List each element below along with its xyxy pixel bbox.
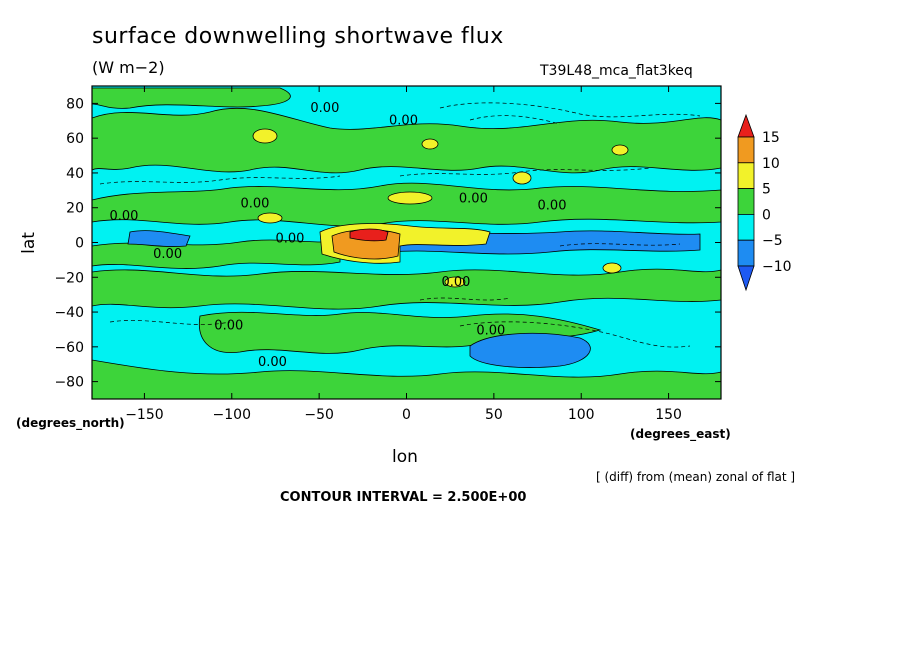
colorbar-label: 5	[762, 182, 771, 198]
region-equatorial-west	[92, 239, 341, 269]
x-tick-label: −50	[304, 407, 334, 423]
region-yellow-patch	[512, 171, 532, 185]
x-tick-label: 100	[568, 407, 595, 423]
colorbar-label: 15	[762, 130, 780, 146]
contour-label: 0.00	[214, 318, 243, 333]
contour-label: 0.00	[389, 113, 418, 128]
colorbar-arrow-bottom	[737, 265, 755, 292]
diff-note: [ (diff) from (mean) zonal of flat ]	[596, 470, 796, 484]
run-id-label: T39L48_mca_flat3keq	[540, 63, 693, 79]
x-tick-label: 0	[402, 407, 411, 423]
y-tick-label: −40	[54, 305, 84, 321]
x-tick-label: −150	[125, 407, 163, 423]
region-arctic-patch	[92, 87, 291, 109]
y-tick-label: 60	[66, 131, 84, 147]
contour-label: 0.00	[441, 275, 470, 290]
y-tick-label: −60	[54, 340, 84, 356]
colorbar-label: 10	[762, 156, 780, 172]
x-axis-units: (degrees_east)	[630, 427, 731, 441]
region-west-negative	[127, 230, 191, 247]
y-tick-label: −80	[54, 375, 84, 391]
colorbar-label: 0	[762, 207, 771, 223]
y-tick-label: 20	[66, 201, 84, 217]
colorbar-segment	[737, 162, 755, 190]
colorbar-segment	[737, 213, 755, 241]
contour-interval-label: CONTOUR INTERVAL = 2.500E+00	[280, 490, 527, 505]
region-yellow-patch	[257, 212, 283, 224]
x-tick-label: 50	[485, 407, 503, 423]
region-antarctic-band	[92, 359, 721, 399]
contour-field	[92, 86, 721, 399]
y-tick-label: 80	[66, 96, 84, 112]
x-axis: −150 −100 −50 0 50 100 150	[125, 86, 682, 423]
y-tick-label: 40	[66, 166, 84, 182]
contour-label: 0.00	[310, 101, 339, 116]
x-axis-title: lon	[392, 447, 418, 467]
contour-label: 0.00	[275, 232, 304, 247]
y-tick-label: −20	[54, 270, 84, 286]
colorbar-label: −5	[762, 233, 783, 249]
x-tick-label: −100	[213, 407, 251, 423]
negative-contour-lines	[99, 102, 701, 348]
colorbar-segment	[737, 188, 755, 215]
y-axis-units: (degrees_north)	[16, 416, 125, 430]
contour-label: 0.00	[476, 324, 505, 339]
region-yellow-patch	[602, 262, 622, 274]
contour-label: 0.00	[258, 355, 287, 370]
colorbar: 15 10 5 0 −5 −10	[737, 113, 792, 292]
contour-label: 0.00	[538, 198, 567, 213]
y-tick-label: 0	[75, 236, 84, 252]
colorbar-segment	[737, 239, 755, 267]
region-atlantic-red	[349, 228, 389, 242]
colorbar-segment	[737, 136, 755, 164]
chart-title: surface downwelling shortwave flux	[92, 24, 504, 49]
chart-units: (W m−2)	[92, 58, 165, 77]
region-north-midlat	[92, 107, 721, 174]
region-yellow-patch	[444, 276, 466, 288]
contour-label: 0.00	[153, 247, 182, 262]
region-yellow-patch	[611, 144, 629, 156]
contour-labels: 0.00 0.00 0.00 0.00 0.00 0.00 0.00 0.00 0.00 0.00…	[109, 101, 566, 370]
region-yellow-patch	[387, 191, 433, 205]
colorbar-label: −10	[762, 259, 792, 275]
region-yellow-patch	[252, 128, 278, 144]
contour-label: 0.00	[459, 192, 488, 207]
y-axis: 80 60 40 20 0 −20 −40 −60 −80	[54, 96, 721, 391]
colorbar-arrow-top	[737, 113, 755, 138]
region-south-band	[92, 268, 721, 310]
x-tick-label: 150	[655, 407, 682, 423]
contour-label: 0.00	[241, 197, 270, 212]
region-southern-ocean-negative	[469, 332, 591, 368]
contour-label: 0.00	[109, 209, 138, 224]
y-axis-title: lat	[18, 232, 39, 254]
region-yellow-patch	[421, 138, 439, 150]
